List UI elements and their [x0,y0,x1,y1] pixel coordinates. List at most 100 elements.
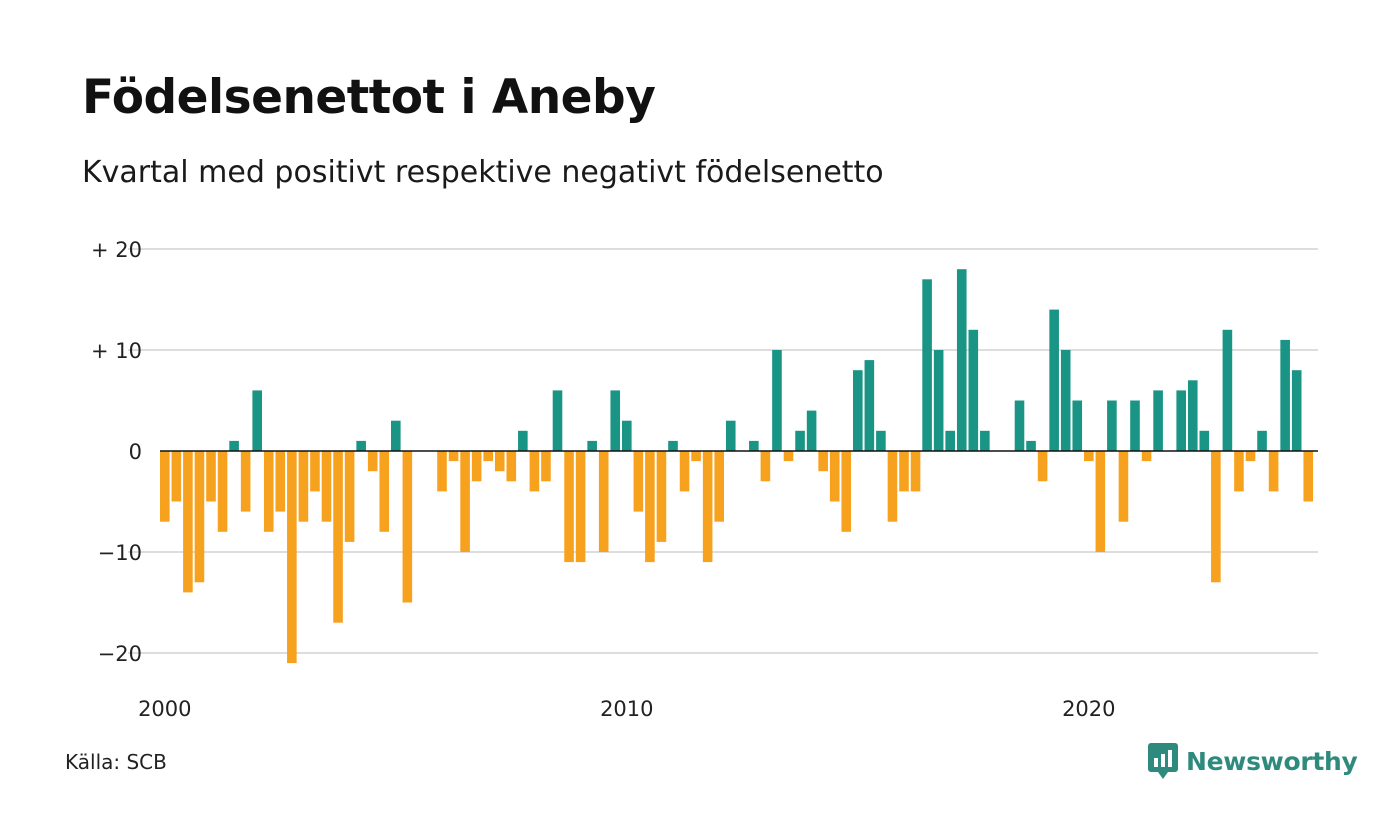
bar [1291,370,1302,451]
bar [263,451,274,532]
bar [1037,451,1048,482]
y-tick-label: −20 [98,642,142,666]
bar [841,451,852,532]
bar [749,440,759,451]
bar [460,451,470,552]
source-note: Källa: SCB [65,750,167,774]
bar [1118,451,1129,522]
bar [1257,430,1267,451]
bar [229,440,239,451]
bar [656,451,667,542]
bar [541,451,551,482]
newsworthy-logo-icon [1148,743,1178,779]
x-tick-label: 2020 [1062,697,1115,721]
bar [829,451,840,502]
bar [171,451,182,502]
bar [1026,440,1036,451]
bar [1014,400,1025,451]
bar [1245,451,1256,462]
bar [252,390,262,451]
bar [206,451,216,502]
bar [1084,451,1094,462]
bar [702,451,713,563]
bars [160,269,1318,664]
bar [691,451,701,462]
bar [183,451,193,593]
bar [1176,390,1186,451]
bar [1199,430,1210,451]
bar [333,451,343,623]
bar [160,451,170,522]
bar [217,451,228,532]
bar [240,451,251,512]
bar [356,440,366,451]
bar [506,451,517,482]
bar [633,451,644,512]
bar [529,451,540,492]
bar [980,430,990,451]
bar [437,451,447,492]
y-tick-label: + 20 [91,238,142,262]
bar [645,451,655,563]
x-tick-label: 2010 [600,697,653,721]
bar [760,451,771,482]
bar [818,451,828,472]
bar [402,451,413,603]
bar [783,451,794,462]
bar [622,420,632,451]
bar [471,451,482,482]
bar [910,451,921,492]
bar [968,329,979,451]
bar [275,451,286,512]
bar [1130,400,1140,451]
bar [1153,390,1163,451]
x-axis-tick-labels: 2000 2010 2020 [138,697,1115,721]
bar [1072,400,1083,451]
y-tick-label: −10 [98,541,142,565]
brand-name: Newsworthy [1186,746,1358,776]
bar [853,370,863,451]
bar [725,420,736,451]
bar [772,350,782,451]
bar [194,451,205,583]
brand-logo[interactable]: Newsworthy [1148,743,1358,779]
bar [668,440,678,451]
bar [287,451,297,664]
bar [379,451,390,532]
chart-title: Födelsenettot i Aneby [82,70,656,125]
bar [679,451,690,492]
bar [1095,451,1106,552]
bar [899,451,909,492]
bar [552,390,563,451]
bar [610,390,621,451]
bar [795,430,805,451]
y-tick-label: + 10 [91,339,142,363]
bar [344,451,355,542]
x-tick-label: 2000 [138,697,191,721]
bar-chart: + 20 + 10 0 −10 −20 2000 2010 2020 [91,238,1318,721]
bar [1234,451,1244,492]
bar [483,451,493,462]
bar [298,451,309,522]
bar [587,440,597,451]
bar [494,451,505,472]
bar [1222,329,1233,451]
bar [864,360,875,451]
y-axis-tick-labels: + 20 + 10 0 −10 −20 [91,238,142,666]
bar [518,430,528,451]
chart-subtitle: Kvartal med positivt respektive negativt… [82,155,884,190]
bar [922,279,932,451]
bar [448,451,459,462]
bar [321,451,332,522]
bar [1211,451,1221,583]
bar [806,410,817,451]
bar [887,451,898,522]
bar [1107,400,1117,451]
bar [945,430,955,451]
bar [598,451,609,552]
bar [564,451,574,563]
bar [1049,309,1059,451]
bar [714,451,724,522]
bar [1187,380,1198,451]
bar [1303,451,1314,502]
